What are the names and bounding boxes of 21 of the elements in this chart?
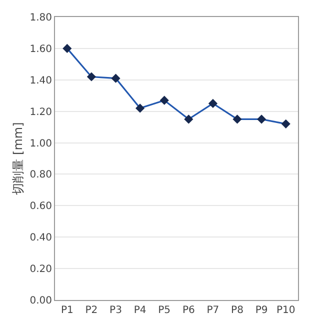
y-tick-label: 1.40 [30,75,52,86]
y-tick-label: 0.80 [30,170,52,181]
x-tick-label: P4 [134,305,146,316]
x-tick-label: P7 [206,305,220,316]
x-tick-label: P2 [85,305,98,316]
x-tick-label: P3 [110,305,122,316]
y-tick-label: 1.00 [30,138,52,150]
y-tick-label: 0.60 [30,201,52,212]
x-tick-label: P9 [255,305,268,316]
x-tick-label: P5 [158,305,171,316]
x-tick-label: P1 [60,305,74,316]
y-tick-label: 0.20 [30,264,52,276]
x-tick-label: P8 [231,305,244,316]
x-tick-label: P6 [182,305,195,316]
y-tick-label: 0.00 [30,296,52,306]
x-tick-label: P10 [276,305,296,316]
y-tick-label: 1.20 [30,106,52,118]
y-axis-title: 切削量 [mm] [11,122,26,195]
y-tick-label: 1.80 [30,12,52,24]
y-tick-label: 1.60 [30,44,52,55]
y-tick-label: 0.40 [30,232,52,244]
